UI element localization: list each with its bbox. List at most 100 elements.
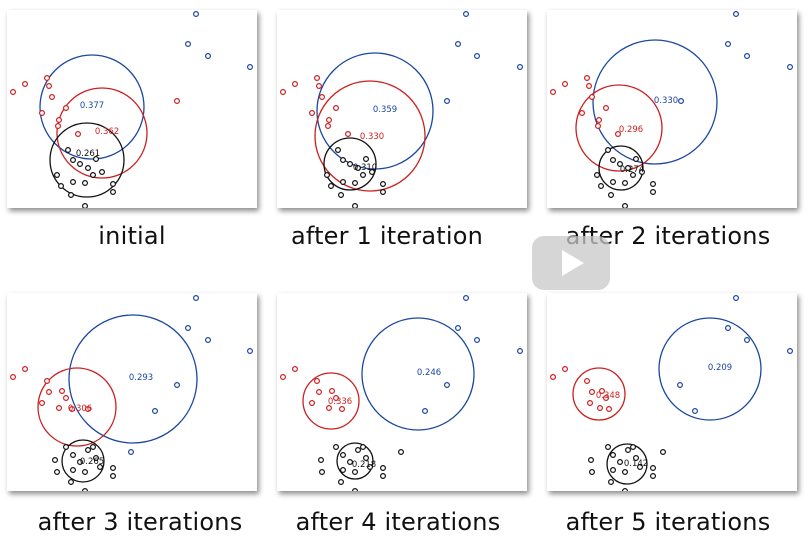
cluster-circle-b <box>314 80 426 192</box>
data-point <box>595 116 602 123</box>
data-point <box>339 406 346 413</box>
data-point <box>360 444 367 451</box>
data-point <box>380 473 387 480</box>
data-point <box>43 74 50 81</box>
data-point <box>328 183 335 190</box>
data-point <box>338 192 345 199</box>
data-point <box>629 444 636 451</box>
data-point <box>622 488 628 491</box>
cluster-circle-b <box>37 367 117 447</box>
data-point <box>57 183 64 190</box>
data-point <box>98 169 105 176</box>
play-button[interactable] <box>532 236 610 290</box>
data-point <box>314 74 321 81</box>
data-point <box>549 88 556 95</box>
data-point <box>69 179 76 186</box>
data-point <box>786 348 793 355</box>
data-point <box>607 192 614 199</box>
data-point <box>345 131 352 138</box>
data-point <box>609 452 616 459</box>
data-point <box>691 408 698 415</box>
data-point <box>516 63 523 70</box>
data-point <box>81 180 88 187</box>
cluster-value-label: 0.209 <box>708 363 732 373</box>
data-point <box>676 382 683 389</box>
cluster-value-label: 0.142 <box>624 459 648 469</box>
data-point <box>549 374 556 381</box>
data-point <box>319 469 326 476</box>
data-point <box>455 325 462 332</box>
caption-after-1-iteration: after 1 iteration <box>290 222 484 250</box>
data-point <box>109 181 116 188</box>
data-point <box>38 109 45 116</box>
cluster-circle-a <box>658 317 762 421</box>
data-point <box>22 80 29 87</box>
data-point <box>352 180 359 187</box>
data-point <box>58 388 65 395</box>
cluster-circle-b <box>575 84 663 172</box>
data-point <box>659 449 666 456</box>
data-point <box>340 179 347 186</box>
data-point <box>152 408 159 415</box>
cluster-value-label: 0.310 <box>353 163 377 173</box>
cluster-circle-c <box>61 439 105 483</box>
data-point <box>338 479 345 486</box>
data-point <box>724 40 731 47</box>
cluster-value-label: 0.348 <box>596 391 620 401</box>
data-point <box>81 469 88 476</box>
data-point <box>649 189 656 196</box>
data-point <box>292 366 299 373</box>
data-point <box>621 180 628 187</box>
data-point <box>280 88 287 95</box>
data-point <box>444 97 451 104</box>
panel-after-4-iterations: 0.246 0.336 0.218 <box>277 293 527 491</box>
data-point <box>602 104 609 111</box>
data-point <box>561 80 568 87</box>
data-point <box>593 172 600 179</box>
data-point <box>174 97 181 104</box>
data-point <box>347 161 354 168</box>
data-point <box>621 469 628 476</box>
data-point <box>54 122 61 129</box>
data-point <box>624 447 631 454</box>
data-point <box>597 183 604 190</box>
data-point <box>67 479 74 486</box>
data-point <box>363 156 370 163</box>
data-point <box>205 52 212 59</box>
cluster-circle-c <box>49 122 125 198</box>
data-point <box>62 444 69 451</box>
data-point <box>10 374 17 381</box>
data-point <box>629 172 636 179</box>
play-icon[interactable] <box>562 250 584 276</box>
data-point <box>380 181 387 188</box>
data-point <box>352 469 359 476</box>
data-point <box>247 63 254 70</box>
cluster-circle-a <box>361 317 475 431</box>
cluster-circle-c <box>336 442 374 480</box>
data-point <box>62 104 69 111</box>
data-point <box>588 469 595 476</box>
data-point <box>786 63 793 70</box>
data-point <box>185 40 192 47</box>
data-point <box>743 337 750 344</box>
data-point <box>292 80 299 87</box>
data-point <box>89 444 96 451</box>
cluster-circle-a <box>592 39 718 165</box>
data-point <box>352 203 358 208</box>
cluster-circle-b <box>572 367 626 421</box>
cluster-circle-a <box>68 314 198 444</box>
data-point <box>743 52 750 59</box>
data-point <box>205 337 212 344</box>
data-point <box>649 465 656 472</box>
cluster-circle-c <box>323 137 377 191</box>
data-point <box>326 405 333 412</box>
data-point <box>193 11 200 18</box>
data-point <box>185 325 192 332</box>
cluster-value-label: 0.306 <box>68 404 92 414</box>
data-point <box>84 165 91 172</box>
data-point <box>609 179 616 186</box>
data-point <box>724 325 731 332</box>
cluster-value-label: 0.265 <box>80 457 104 467</box>
cluster-value-label: 0.274 <box>620 165 644 175</box>
data-point <box>109 465 116 472</box>
